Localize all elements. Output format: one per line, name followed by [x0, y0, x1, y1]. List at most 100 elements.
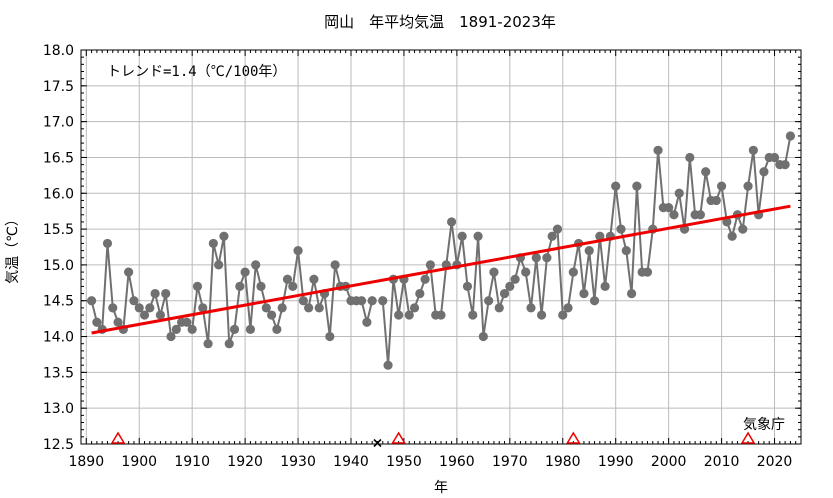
data-point [235, 281, 245, 291]
data-point [716, 181, 727, 191]
data-point [415, 288, 425, 299]
y-tick-label: 16.5 [43, 150, 74, 166]
data-point [632, 181, 642, 191]
data-point [711, 195, 721, 206]
trend-line [91, 204, 791, 335]
x-axis-label: 年 [434, 480, 448, 496]
data-point [266, 310, 277, 320]
data-point [785, 131, 796, 141]
data-point [759, 167, 769, 177]
data-point [330, 260, 340, 270]
data-point [642, 267, 653, 277]
data-point [282, 274, 293, 284]
data-point [325, 331, 335, 342]
x-tick-label: 1940 [333, 454, 369, 470]
data-point [462, 281, 473, 291]
data-point [272, 324, 282, 334]
data-point [584, 245, 594, 256]
x-tick-label: 2000 [651, 454, 687, 470]
data-point [674, 188, 684, 198]
x-tick-label: 1970 [492, 454, 528, 470]
x-tick-label: 1920 [227, 454, 263, 470]
data-point [468, 310, 478, 320]
data-point [134, 303, 144, 313]
data-point [145, 303, 155, 313]
x-tick-label: 1950 [386, 454, 422, 470]
data-point [192, 281, 203, 291]
data-point [685, 152, 695, 163]
data-point [229, 324, 240, 334]
data-point [139, 310, 150, 320]
y-tick-label: 18.0 [43, 43, 74, 59]
data-point [108, 303, 118, 313]
y-tick-label: 13.0 [43, 401, 74, 417]
data-point [494, 303, 504, 313]
data-point [203, 339, 213, 349]
data-point [129, 296, 139, 306]
y-tick-label: 12.5 [43, 437, 74, 453]
data-point [616, 224, 626, 234]
data-point [182, 317, 192, 327]
x-tick-label: 2020 [757, 454, 793, 470]
x-gridlines [85, 50, 776, 444]
data-point [558, 310, 568, 320]
data-point [436, 310, 446, 320]
y-tick-label: 15.5 [43, 222, 74, 238]
x-tick-label: 1910 [174, 454, 210, 470]
data-point [92, 317, 102, 327]
data-point [314, 303, 324, 313]
data-point [245, 324, 256, 334]
data-point [531, 253, 541, 263]
missing-data-marker [373, 438, 382, 448]
y-gridlines [81, 85, 801, 409]
data-point [743, 181, 753, 191]
data-point [425, 260, 436, 270]
trend-label: トレンド=1.4（℃/100年） [107, 64, 286, 80]
data-point [484, 296, 494, 306]
data-point [664, 203, 674, 213]
trend-line-group [91, 204, 791, 335]
x-tick-label: 1900 [121, 454, 157, 470]
data-point [446, 217, 457, 227]
data-point [378, 296, 388, 306]
data-point [150, 288, 160, 299]
data-point [457, 231, 467, 241]
x-axis-ticks: 1890 1900 1910 1920 1930 1940 1950 1960 1970 1980… [68, 50, 802, 470]
data-point [113, 317, 123, 327]
y-tick-label: 13.5 [43, 365, 74, 381]
x-tick-label: 2010 [704, 454, 740, 470]
data-point [356, 296, 367, 306]
x-tick-label: 1990 [598, 454, 634, 470]
data-point [489, 267, 499, 277]
y-tick-label: 15.0 [43, 258, 74, 274]
series-segment [381, 135, 792, 366]
data-point [251, 260, 261, 270]
data-point [669, 210, 679, 220]
data-point [240, 267, 250, 277]
data-point [367, 296, 377, 306]
data-point [626, 288, 637, 299]
data-point [505, 281, 515, 291]
station-change-marker [391, 431, 406, 444]
data-point [309, 274, 319, 284]
station-change-marker [740, 431, 756, 444]
data-point [261, 303, 271, 313]
data-point [198, 303, 208, 313]
station-change-marker [566, 431, 581, 444]
data-point [277, 303, 287, 313]
data-point [219, 231, 229, 241]
data-point [579, 288, 589, 299]
data-point [701, 167, 711, 177]
data-point [293, 245, 303, 256]
data-point [102, 238, 113, 249]
data-point [552, 224, 563, 234]
data-point [738, 224, 748, 234]
x-tick-label: 1890 [68, 454, 104, 470]
x-tick-label: 1980 [545, 454, 581, 470]
data-point [595, 231, 605, 241]
y-tick-label: 14.0 [43, 330, 74, 346]
data-point [224, 339, 234, 349]
data-point [478, 331, 488, 342]
y-tick-label: 16.0 [43, 186, 74, 202]
